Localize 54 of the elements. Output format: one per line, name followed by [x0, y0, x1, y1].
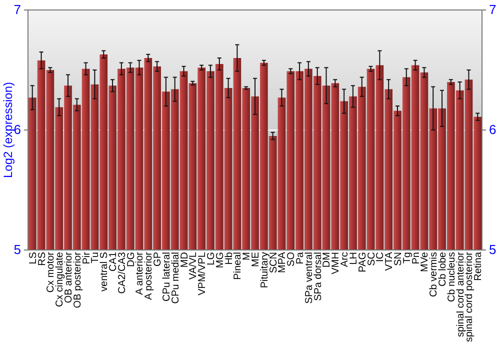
x-tick-label: Hb [224, 252, 235, 265]
x-tick-label: spinal cord posterior [464, 251, 476, 342]
x-tick-label: Cx cingulate [54, 252, 66, 308]
y-axis-title: Log2 (expression) [1, 82, 15, 178]
x-tick-label: VTA [384, 252, 396, 271]
x-tick-label: SCN [268, 252, 280, 274]
x-tick-label: MG [214, 252, 226, 268]
x-tick-label: SPa ventral [304, 252, 315, 304]
y2-tick-label: 6 [489, 122, 496, 138]
x-tick-label: SN [392, 252, 404, 266]
x-tick-label: LH [348, 252, 360, 265]
x-tick-label: CA1 [108, 252, 120, 272]
x-tick-label: A posterior [144, 251, 155, 300]
x-tick-label: ME [250, 252, 262, 267]
x-tick-label: VMH [330, 252, 342, 274]
x-tick-label: spinal cord anterior [455, 251, 466, 338]
x-tick-label: OB anterior [63, 251, 74, 304]
x-tick-label: LG [206, 252, 217, 266]
x-tick-label: Pir [81, 251, 92, 264]
x-tick-label: MVe [420, 252, 431, 272]
y2-tick-label: 7 [489, 2, 496, 18]
x-tick-label: Pa [295, 252, 306, 264]
x-tick-label: Cb lobe [438, 252, 449, 286]
x-tick-label: GP [152, 252, 164, 266]
x-tick-label: ventral S [99, 252, 110, 292]
x-tick-label: SPa dorsal [312, 252, 324, 301]
x-tick-label: Retina [473, 252, 484, 281]
x-tick-label: PAG [357, 252, 368, 272]
x-tick-label: Pn [410, 252, 422, 264]
x-tick-label: Tu [90, 252, 102, 264]
y2-tick-label: 5 [489, 242, 496, 258]
x-tick-label: A anterior [134, 251, 146, 295]
x-tick-label: CA2/CA3 [116, 252, 128, 294]
x-tick-label: Pineal [232, 252, 244, 280]
x-tick-label: Cb nucleus [446, 252, 458, 302]
x-tick-label: SO [286, 252, 298, 266]
x-tick-label: DM [322, 252, 333, 268]
y-tick-label: 5 [14, 242, 21, 258]
x-tick-label: Pituitary [259, 252, 270, 288]
x-tick-label: OB posterior [72, 251, 84, 308]
x-tick-label: VPM/VPL [197, 252, 208, 296]
x-tick-label: IC [375, 252, 386, 262]
x-tick-label: CPu lateral [161, 252, 172, 302]
x-tick-label: RS [36, 252, 48, 266]
x-tick-label: Tg [402, 252, 413, 264]
x-tick-label: MPA [277, 252, 288, 273]
x-tick-label: SC [366, 252, 378, 266]
y-tick-label: 7 [14, 2, 21, 18]
x-tick-label: LS [28, 252, 39, 264]
x-tick-label: CPu medial [170, 252, 182, 304]
x-tick-label: M [242, 252, 253, 260]
x-tick-label: DG [126, 252, 137, 267]
x-tick-label: Arc [340, 252, 351, 267]
y-tick-label: 6 [14, 122, 21, 138]
